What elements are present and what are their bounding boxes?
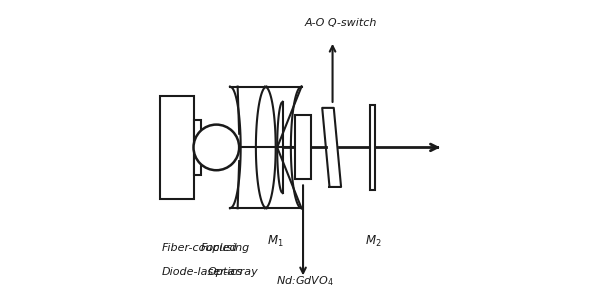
Bar [194,120,201,175]
Bar [160,96,194,199]
Text: Diode-laser-array: Diode-laser-array [161,267,259,277]
Text: Optics: Optics [208,267,243,277]
Text: A-O Q-switch: A-O Q-switch [305,18,377,28]
Text: Nd:GdVO$_4$: Nd:GdVO$_4$ [275,274,334,288]
Bar [370,105,376,190]
Text: Fiber-coupled: Fiber-coupled [161,243,237,253]
Text: Focusing: Focusing [201,243,250,253]
Bar [295,115,311,179]
Text: $M_2$: $M_2$ [365,234,382,249]
Circle shape [194,125,239,170]
Text: $M_1$: $M_1$ [267,234,283,249]
